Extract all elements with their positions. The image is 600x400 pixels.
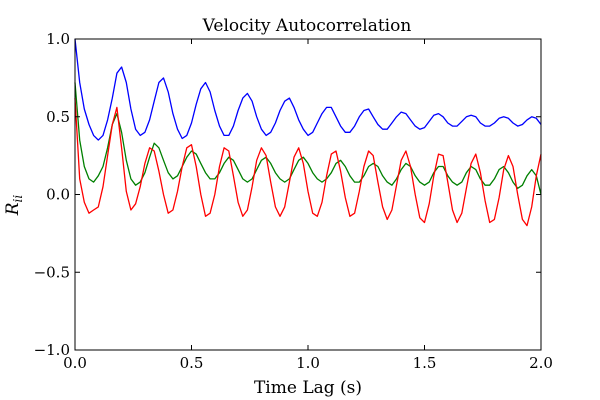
- y-tick-label: 0.0: [46, 186, 70, 204]
- y-tick-label: −0.5: [34, 263, 70, 281]
- x-tick-label: 1.0: [296, 354, 320, 372]
- x-tick-label: 1.5: [413, 354, 437, 372]
- y-axis-label-subscript: ii: [11, 195, 25, 203]
- ticks-layer: 0.0 0.5 1.0 1.5 2.0 −1.0 −0.5 0.0 0.5 1.0: [34, 30, 553, 372]
- series-line-3: [74, 98, 542, 227]
- y-tick-label: 0.5: [46, 108, 70, 126]
- x-tick-label: 0.0: [63, 354, 87, 372]
- y-axis-label: Rii: [3, 195, 25, 217]
- chart-title: Velocity Autocorrelation: [202, 16, 412, 36]
- x-axis-label: Time Lag (s): [254, 378, 362, 398]
- x-tick-label: 2.0: [529, 354, 553, 372]
- plot-area: 0.0 0.5 1.0 1.5 2.0 −1.0 −0.5 0.0 0.5 1.0: [34, 30, 553, 372]
- y-axis-label-main: R: [3, 202, 23, 216]
- x-tick-label: 0.5: [180, 354, 204, 372]
- y-tick-label: −1.0: [34, 341, 70, 359]
- y-tick-label: 1.0: [46, 30, 70, 48]
- series-line-1: [74, 38, 542, 141]
- series-line-2: [74, 82, 542, 195]
- series-layer: [74, 38, 542, 227]
- plot-frame: [74, 38, 542, 351]
